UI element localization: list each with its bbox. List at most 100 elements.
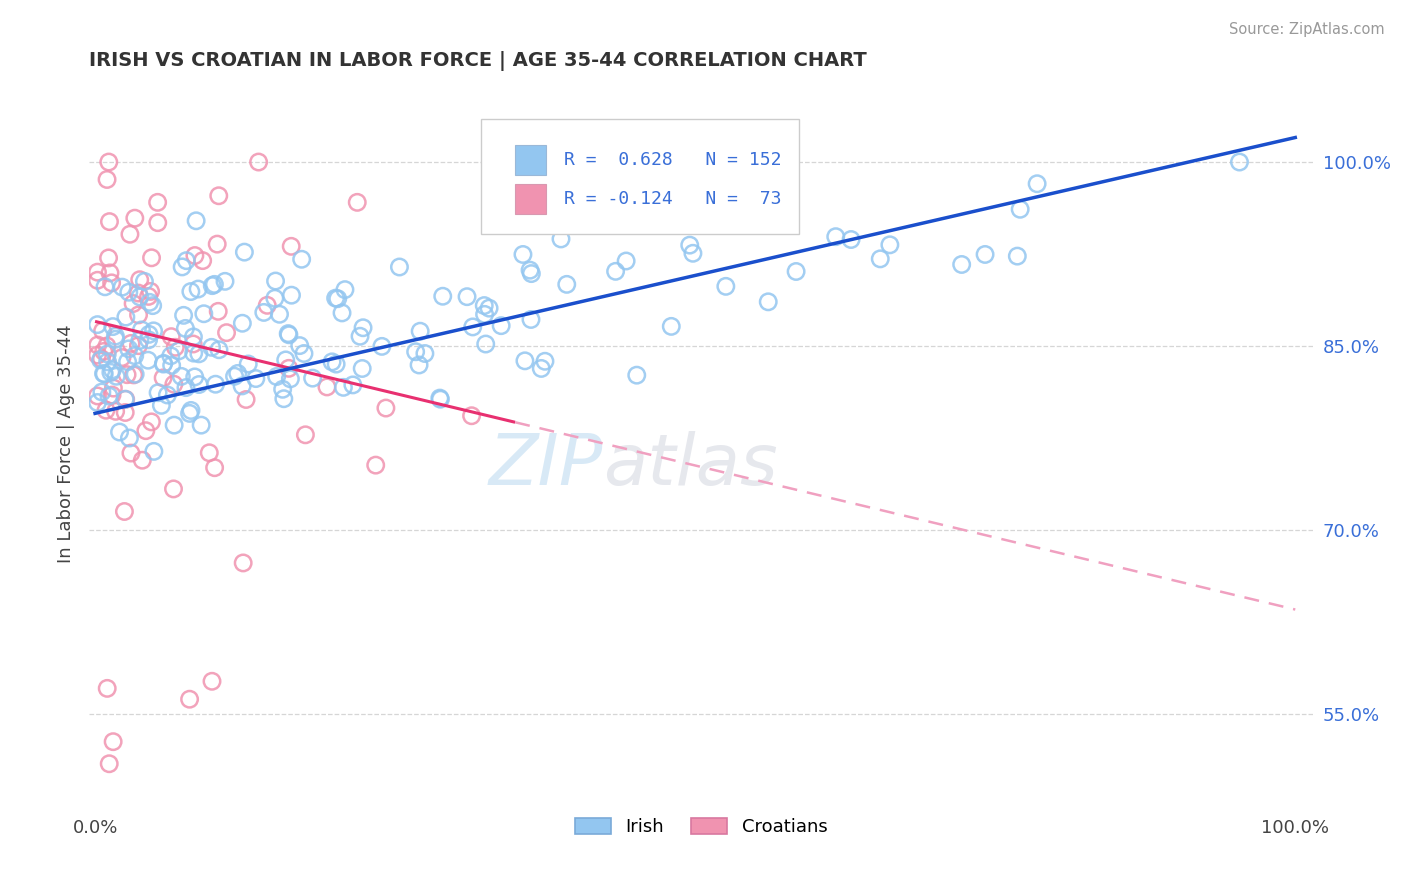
Point — [104, 404, 127, 418]
Point — [714, 279, 737, 293]
Point — [214, 274, 236, 288]
Point — [152, 371, 174, 385]
Point — [274, 352, 297, 367]
Y-axis label: In Labor Force | Age 35-44: In Labor Force | Age 35-44 — [58, 325, 75, 564]
Point — [332, 380, 354, 394]
Point — [1229, 155, 1251, 169]
Point — [330, 306, 353, 320]
Point — [352, 361, 374, 376]
Point — [172, 260, 194, 274]
Point — [409, 324, 432, 338]
Point — [614, 254, 637, 268]
Point — [456, 290, 478, 304]
Point — [520, 312, 543, 326]
Point — [98, 266, 121, 280]
Point — [86, 273, 108, 287]
Point — [204, 377, 226, 392]
Point — [605, 264, 627, 278]
Point — [277, 327, 299, 342]
Point — [118, 285, 141, 300]
Point — [208, 188, 231, 202]
Point — [756, 294, 779, 309]
Point — [429, 391, 451, 405]
Point — [342, 378, 364, 392]
Point — [187, 347, 209, 361]
Point — [253, 305, 276, 319]
Point — [174, 381, 197, 395]
Point — [105, 369, 128, 384]
Point — [111, 351, 134, 365]
Point — [202, 277, 225, 292]
Point — [122, 296, 145, 310]
Point — [128, 273, 150, 287]
Point — [371, 339, 394, 353]
Point — [224, 369, 246, 384]
Point — [128, 308, 150, 322]
Point — [405, 344, 427, 359]
Point — [550, 232, 572, 246]
Point — [474, 337, 496, 351]
Point — [519, 263, 541, 277]
Point — [277, 361, 299, 376]
Point — [316, 380, 339, 394]
Point — [135, 424, 157, 438]
Point — [520, 267, 543, 281]
Text: R =  0.628   N = 152: R = 0.628 N = 152 — [564, 151, 782, 169]
Point — [128, 290, 150, 304]
Point — [100, 276, 122, 290]
Point — [266, 369, 288, 384]
Point — [205, 237, 228, 252]
Point — [124, 367, 146, 381]
Point — [114, 392, 136, 407]
Point — [141, 251, 163, 265]
Point — [950, 258, 973, 272]
Point — [96, 339, 118, 353]
Point — [97, 155, 120, 169]
Point — [131, 323, 153, 337]
Point — [179, 692, 201, 706]
Point — [156, 388, 179, 402]
Point — [179, 406, 201, 420]
Point — [489, 318, 512, 333]
Point — [86, 265, 108, 279]
Point — [101, 363, 124, 377]
Point — [432, 289, 454, 303]
Point — [201, 674, 224, 689]
Point — [93, 344, 115, 359]
Point — [118, 431, 141, 445]
Point — [142, 324, 165, 338]
Point — [86, 318, 108, 332]
Point — [513, 354, 536, 368]
Point — [122, 368, 145, 382]
Point — [152, 357, 174, 371]
Point — [200, 340, 222, 354]
Point — [142, 299, 165, 313]
Point — [142, 444, 165, 458]
Point — [271, 382, 294, 396]
Point — [273, 392, 295, 406]
Point — [97, 355, 120, 369]
Point — [180, 285, 202, 299]
Point — [127, 286, 149, 301]
Point — [94, 403, 117, 417]
Point — [183, 370, 205, 384]
Point — [120, 336, 142, 351]
Point — [163, 377, 186, 392]
Point — [534, 354, 557, 368]
Point — [478, 301, 501, 315]
Point — [138, 327, 160, 342]
Point — [555, 277, 578, 292]
Legend: Irish, Croatians: Irish, Croatians — [568, 811, 835, 844]
Point — [97, 251, 120, 265]
Point — [114, 392, 136, 407]
Point — [472, 299, 495, 313]
Point — [1026, 177, 1049, 191]
Point — [292, 346, 315, 360]
Point — [176, 253, 198, 268]
Point — [118, 342, 141, 356]
Point — [167, 343, 190, 358]
Point — [204, 460, 226, 475]
Point — [238, 357, 260, 371]
Text: IRISH VS CROATIAN IN LABOR FORCE | AGE 35-44 CORRELATION CHART: IRISH VS CROATIAN IN LABOR FORCE | AGE 3… — [89, 51, 868, 70]
Point — [118, 227, 141, 242]
